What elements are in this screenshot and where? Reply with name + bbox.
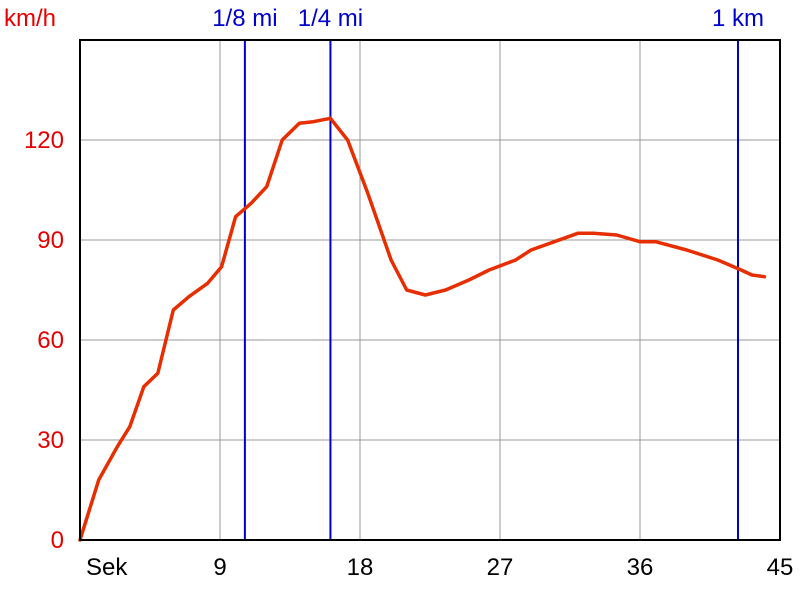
distance-markers	[243, 40, 739, 540]
x-axis-label: Sek	[86, 554, 128, 581]
x-tick-labels: 9 18 27 36 45	[213, 554, 793, 581]
plot-frame	[79, 39, 781, 541]
y-tick-label: 0	[51, 527, 64, 554]
y-tick-labels: 0 30 60 90 120	[24, 127, 64, 554]
y-tick-label: 90	[37, 227, 64, 254]
marker-labels: 1/8 mi 1/4 mi 1 km	[212, 5, 764, 32]
y-tick-label: 30	[37, 427, 64, 454]
marker-label: 1/8 mi	[212, 5, 277, 32]
x-tick-label: 36	[627, 554, 654, 581]
y-axis-label: km/h	[4, 5, 56, 32]
y-tick-label: 60	[37, 327, 64, 354]
marker-label: 1/4 mi	[298, 5, 363, 32]
x-tick-label: 9	[213, 554, 226, 581]
x-tick-label: 45	[767, 554, 794, 581]
x-tick-label: 27	[487, 554, 514, 581]
speed-line	[78, 116, 767, 542]
y-tick-label: 120	[24, 127, 64, 154]
grid-lines	[80, 40, 780, 540]
marker-label: 1 km	[712, 5, 764, 32]
x-tick-label: 18	[347, 554, 374, 581]
